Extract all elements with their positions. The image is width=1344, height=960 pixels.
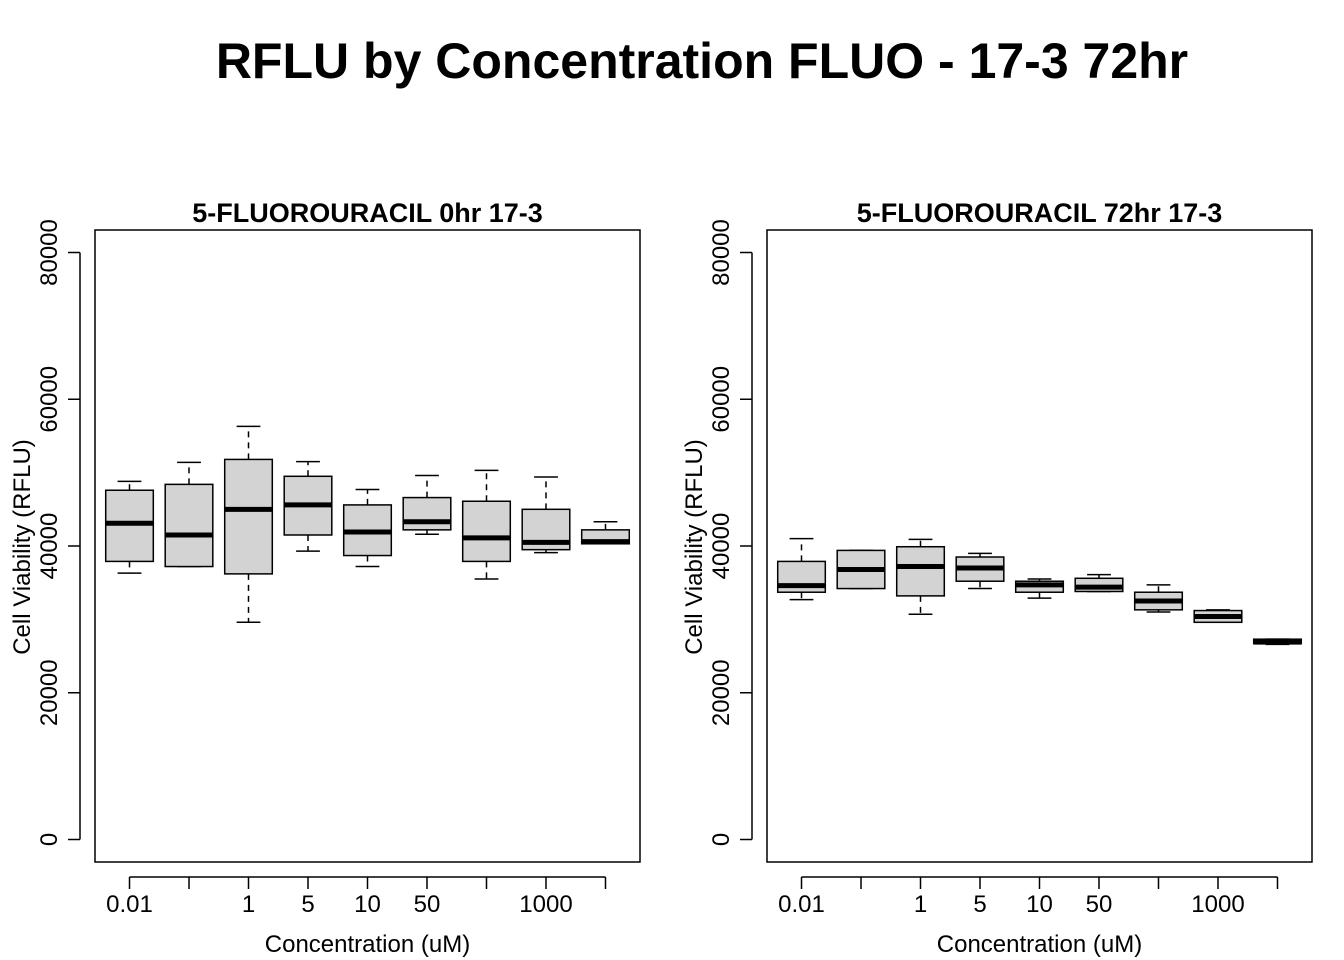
panel-2-y-axis-label: Cell Viability (RFLU): [681, 439, 708, 655]
panel-2-x-tick-label: 1: [914, 891, 927, 918]
panel-1-title: 5-FLUOROURACIL 0hr 17-3: [192, 198, 543, 228]
panel-1-plot-frame: [94, 229, 641, 863]
panel-1-box-iqr: [104, 489, 155, 563]
panel-2-x-tick-label: 50: [1086, 891, 1113, 918]
panel-1-x-tick-label: 1: [242, 891, 255, 918]
panel-2-x-tick-label: 0.01: [778, 891, 825, 918]
panel-1-x-axis-label: Concentration (uM): [265, 931, 470, 958]
panel-2-box-iqr: [895, 545, 946, 597]
panel-2-y-tick-label: 0: [708, 833, 735, 846]
panel-2-x-tick-label: 10: [1026, 891, 1053, 918]
panel-1-x-tick-label: 5: [301, 891, 314, 918]
panel-2-title: 5-FLUOROURACIL 72hr 17-3: [857, 198, 1223, 228]
panel-1-x-tick-label: 0.01: [106, 891, 153, 918]
panel-1-y-tick-label: 40000: [36, 513, 63, 580]
panel-2-plot-frame: [766, 229, 1313, 863]
panel-1-y-tick-label: 20000: [36, 659, 63, 726]
panel-1-x-tick-label: 1000: [519, 891, 572, 918]
panel-1-box-iqr: [461, 500, 512, 563]
panel-2-x-tick-label: 5: [973, 891, 986, 918]
panel-1-box-iqr: [223, 458, 274, 575]
panel-2-x-axis-label: Concentration (uM): [937, 931, 1142, 958]
panel-1-y-tick-label: 0: [36, 833, 63, 846]
panel-1-x-tick-label: 10: [354, 891, 381, 918]
panel-2-x-tick-label: 1000: [1191, 891, 1244, 918]
panel-1-box-iqr: [164, 483, 214, 568]
panel-2-y-tick-label: 60000: [708, 366, 735, 433]
panel-1-y-tick-label: 60000: [36, 366, 63, 433]
figure-title: RFLU by Concentration FLUO - 17-3 72hr: [215, 33, 1189, 89]
panel-2-y-tick-label: 40000: [708, 513, 735, 580]
panel-2-y-tick-label: 20000: [708, 659, 735, 726]
panel-1-y-tick-label: 80000: [36, 219, 63, 286]
panel-1-y-axis-label: Cell Viability (RFLU): [9, 439, 36, 655]
panel-1-x-tick-label: 50: [414, 891, 441, 918]
panel-2-y-tick-label: 80000: [708, 219, 735, 286]
panel-1-box-iqr: [402, 496, 452, 531]
